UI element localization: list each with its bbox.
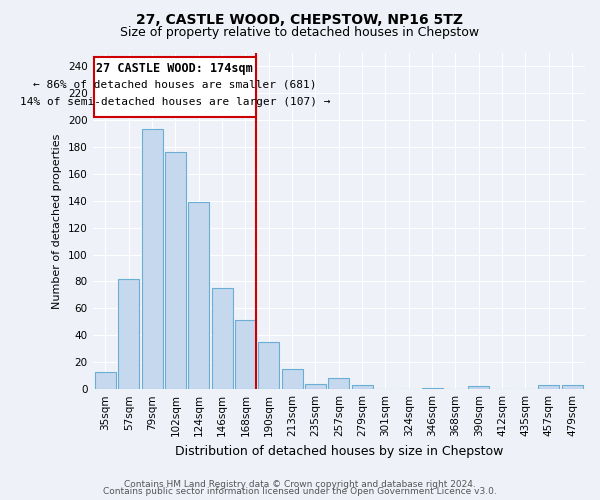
Text: ← 86% of detached houses are smaller (681): ← 86% of detached houses are smaller (68… xyxy=(33,80,317,90)
Y-axis label: Number of detached properties: Number of detached properties xyxy=(52,133,62,308)
Bar xyxy=(422,388,443,389)
Bar xyxy=(142,130,163,389)
Bar xyxy=(352,385,373,389)
Text: 27 CASTLE WOOD: 174sqm: 27 CASTLE WOOD: 174sqm xyxy=(97,62,253,75)
X-axis label: Distribution of detached houses by size in Chepstow: Distribution of detached houses by size … xyxy=(175,444,503,458)
Text: 14% of semi-detached houses are larger (107) →: 14% of semi-detached houses are larger (… xyxy=(20,97,330,107)
Bar xyxy=(118,278,139,389)
Text: Contains public sector information licensed under the Open Government Licence v3: Contains public sector information licen… xyxy=(103,488,497,496)
Bar xyxy=(328,378,349,389)
Text: Size of property relative to detached houses in Chepstow: Size of property relative to detached ho… xyxy=(121,26,479,39)
FancyBboxPatch shape xyxy=(94,56,256,117)
Bar xyxy=(562,385,583,389)
Bar xyxy=(538,385,559,389)
Bar xyxy=(258,342,279,389)
Bar xyxy=(469,386,490,389)
Bar xyxy=(212,288,233,389)
Text: Contains HM Land Registry data © Crown copyright and database right 2024.: Contains HM Land Registry data © Crown c… xyxy=(124,480,476,489)
Text: 27, CASTLE WOOD, CHEPSTOW, NP16 5TZ: 27, CASTLE WOOD, CHEPSTOW, NP16 5TZ xyxy=(137,12,464,26)
Bar xyxy=(95,372,116,389)
Bar xyxy=(165,152,186,389)
Bar xyxy=(188,202,209,389)
Bar xyxy=(281,369,302,389)
Bar xyxy=(235,320,256,389)
Bar xyxy=(305,384,326,389)
